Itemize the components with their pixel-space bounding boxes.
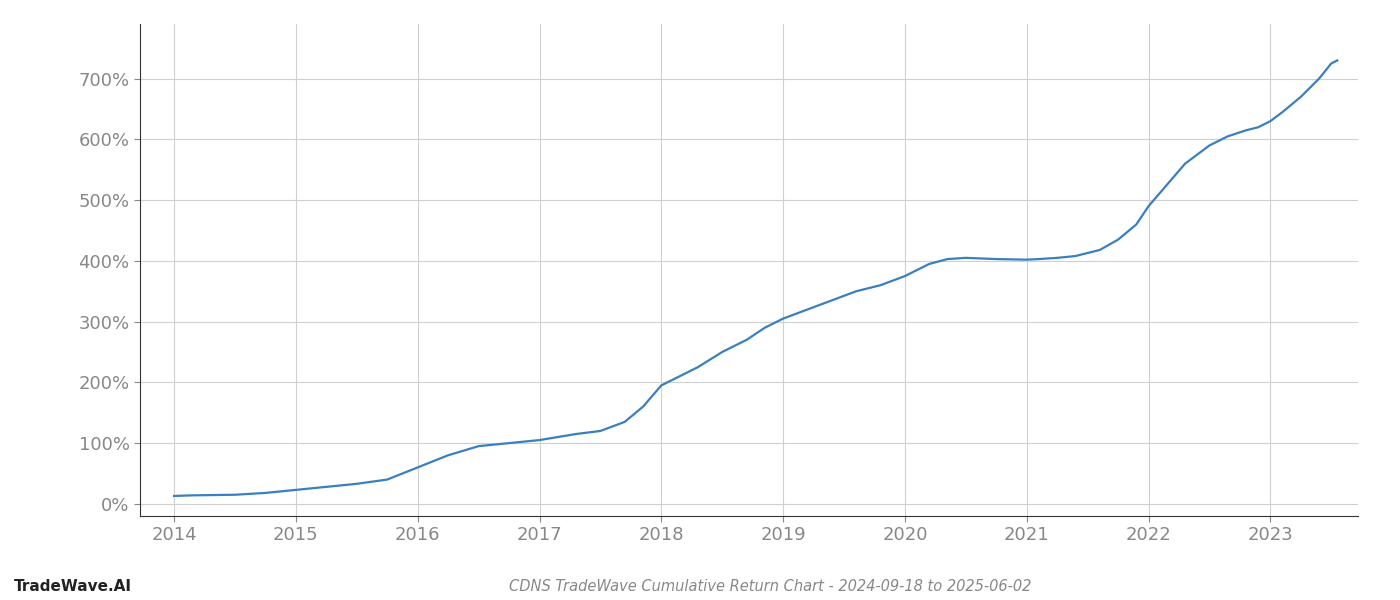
Text: TradeWave.AI: TradeWave.AI xyxy=(14,579,132,594)
Text: CDNS TradeWave Cumulative Return Chart - 2024-09-18 to 2025-06-02: CDNS TradeWave Cumulative Return Chart -… xyxy=(508,579,1032,594)
